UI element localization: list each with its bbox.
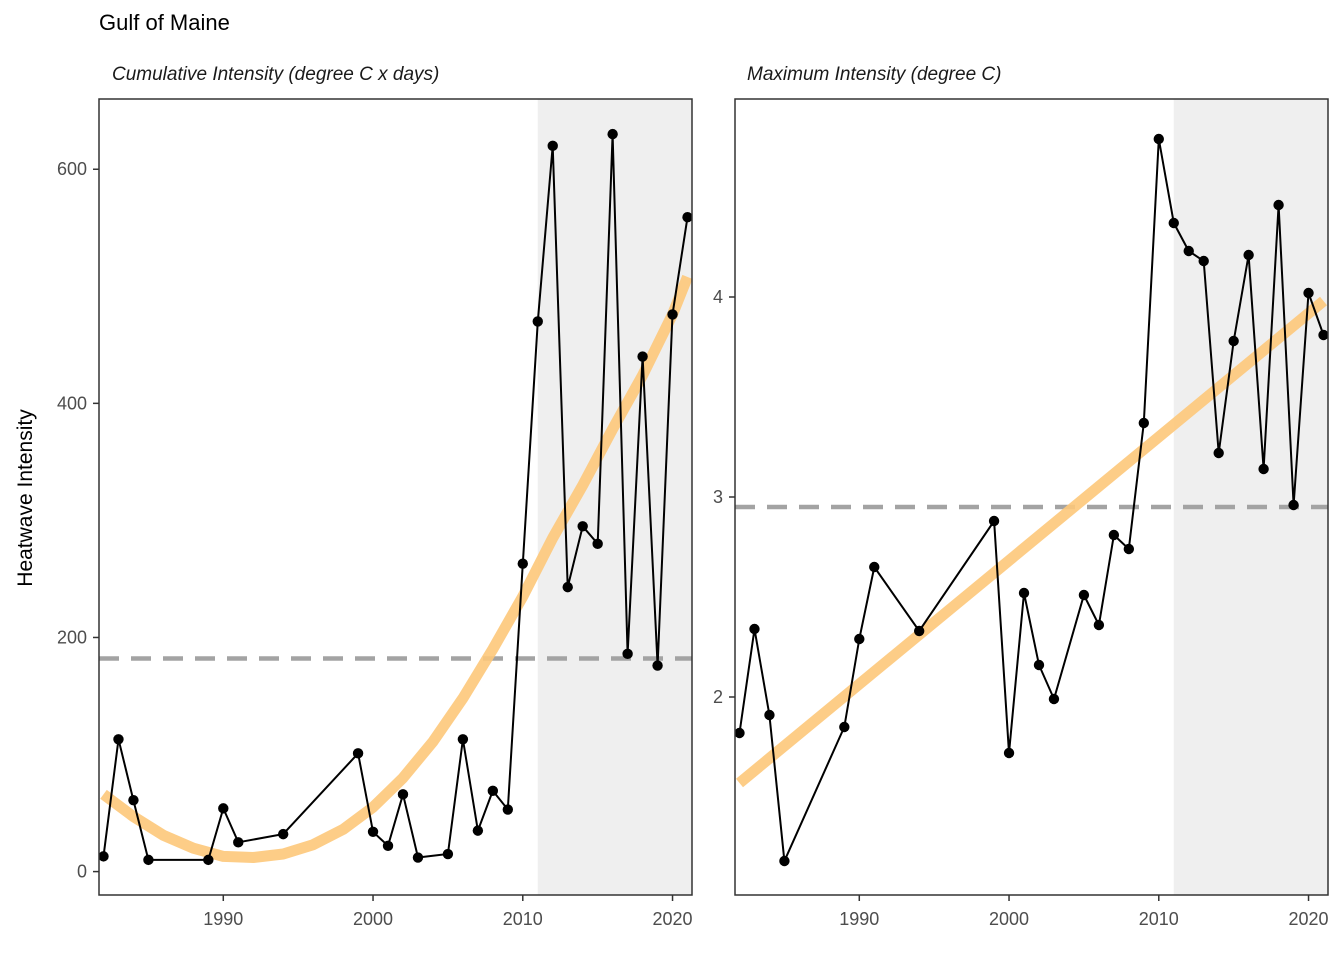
data-point	[988, 515, 1000, 527]
data-point	[233, 837, 244, 848]
x-tick-label: 2000	[353, 909, 393, 929]
data-point	[764, 709, 775, 721]
data-point	[652, 660, 663, 671]
y-tick-label: 200	[57, 627, 87, 647]
data-point	[1288, 499, 1299, 511]
data-point	[547, 140, 558, 152]
data-point	[457, 734, 469, 745]
data-point	[869, 561, 880, 573]
data-point	[913, 625, 925, 637]
panel-border	[98, 98, 693, 896]
panel-title-cumulative: Cumulative Intensity (degree C x days)	[112, 64, 440, 85]
data-point	[1258, 463, 1269, 475]
data-point	[577, 521, 588, 532]
data-point	[1198, 255, 1209, 267]
data-point	[735, 727, 745, 739]
trend-line	[735, 296, 1328, 788]
x-tick-label: 2020	[1289, 909, 1329, 929]
data-point	[487, 785, 499, 797]
data-point	[532, 316, 543, 327]
x-tick-label: 2010	[1139, 909, 1179, 929]
data-point	[1183, 245, 1194, 257]
y-tick-label: 4	[713, 287, 723, 307]
x-tick-label: 2000	[989, 909, 1029, 929]
data-point	[1303, 287, 1314, 299]
y-tick-label: 3	[713, 487, 723, 507]
data-point	[1168, 217, 1179, 229]
data-point	[442, 848, 454, 860]
data-point	[682, 212, 692, 223]
plot-area	[735, 99, 1328, 895]
plot-area	[99, 99, 692, 895]
data-point	[412, 852, 424, 863]
series-line	[102, 134, 689, 861]
data-point	[1078, 589, 1090, 601]
data-point	[749, 623, 760, 635]
data-point	[667, 309, 678, 320]
series-line	[738, 138, 1325, 865]
data-point	[1273, 199, 1284, 211]
data-point	[1213, 447, 1224, 459]
x-tick-label: 1990	[203, 909, 243, 929]
data-point	[1123, 543, 1135, 555]
x-tick-label: 1990	[839, 909, 879, 929]
panel-cumulative: 1990 2000 2010 2020 0 200 400 600	[57, 98, 693, 929]
x-tick-label: 2010	[503, 909, 543, 929]
panel-maximum: 1990 2000 2010 2020 2 3 4	[713, 98, 1329, 929]
chart-title: Gulf of Maine	[99, 10, 230, 35]
data-point	[1138, 417, 1150, 429]
data-point	[1033, 659, 1045, 671]
data-point	[1318, 329, 1328, 341]
data-point	[622, 648, 633, 660]
data-point	[382, 840, 394, 852]
data-point	[1018, 587, 1030, 599]
data-point	[854, 633, 865, 645]
data-point	[99, 851, 109, 862]
y-tick-label: 600	[57, 159, 87, 179]
data-point	[367, 826, 379, 837]
data-point	[397, 789, 409, 800]
data-point	[113, 734, 124, 745]
shaded-region	[1173, 99, 1328, 895]
data-point	[1003, 747, 1015, 759]
data-point	[128, 794, 139, 806]
data-point	[277, 828, 289, 840]
data-point	[1243, 249, 1254, 261]
y-tick-label: 0	[77, 862, 87, 882]
data-point	[592, 538, 603, 550]
data-point	[562, 581, 573, 593]
data-point	[143, 854, 154, 866]
data-point	[1153, 133, 1164, 145]
data-point	[502, 804, 514, 815]
y-tick-label: 2	[713, 687, 723, 707]
data-point	[203, 854, 214, 866]
data-point	[839, 721, 850, 733]
data-point	[352, 748, 364, 759]
trend-line	[100, 274, 692, 863]
data-point	[1108, 529, 1120, 541]
data-point	[218, 803, 229, 814]
data-point	[637, 351, 648, 362]
x-tick-label: 2020	[653, 909, 693, 929]
data-point	[517, 558, 528, 569]
data-point	[607, 128, 618, 140]
y-tick-label: 400	[57, 393, 87, 413]
data-point	[779, 855, 790, 867]
data-point	[1228, 335, 1239, 347]
data-point	[472, 825, 484, 836]
panel-title-maximum: Maximum Intensity (degree C)	[747, 64, 1002, 85]
data-point	[1048, 693, 1060, 705]
data-point	[1093, 619, 1105, 631]
